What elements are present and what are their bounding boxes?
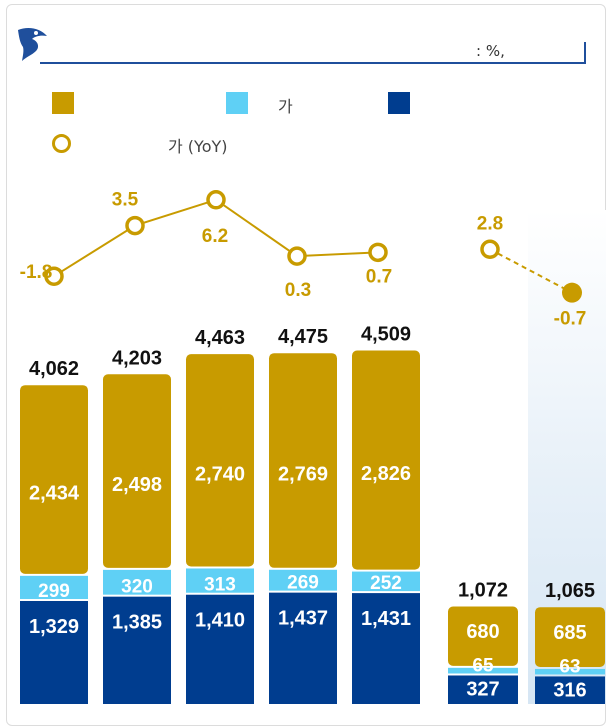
total-label: 4,062 (29, 358, 79, 380)
bar-segment-middle (186, 568, 254, 593)
value-label-top: 2,498 (112, 474, 162, 496)
legend-circle-marker (52, 134, 71, 153)
bar-segment-bottom (269, 592, 337, 704)
value-label-middle: 320 (121, 577, 153, 598)
bar-segment-top (186, 354, 254, 567)
value-label-top: 2,826 (361, 463, 411, 485)
brand-logo-icon (18, 28, 47, 61)
value-label-middle: 63 (559, 656, 580, 677)
value-label-bottom: 1,329 (29, 616, 79, 638)
yoy-value-label: 2.8 (477, 213, 503, 234)
value-label-bottom: 1,431 (361, 608, 411, 630)
bar-segment-bottom (103, 596, 171, 704)
bar-segment-middle (103, 569, 171, 595)
yoy-value-label: -1.8 (20, 262, 53, 283)
value-label-bottom: 1,385 (112, 612, 162, 634)
yoy-point-annual (287, 246, 307, 266)
value-label-middle: 65 (472, 655, 494, 676)
legend-label-4: 가 (YoY) (168, 137, 228, 156)
total-label: 1,072 (458, 580, 508, 602)
value-label-middle: 299 (38, 581, 70, 602)
yoy-point-annual (125, 215, 145, 236)
value-label-bottom: 316 (553, 679, 586, 701)
bar-segment-top (535, 607, 605, 667)
yoy-line-quarterly (489, 248, 573, 294)
legend-swatch-3 (388, 92, 410, 114)
bar-segment-middle (535, 668, 605, 675)
bar-segment-middle (269, 569, 337, 591)
bar-segment-bottom (535, 676, 605, 704)
value-label-middle: 313 (204, 575, 236, 596)
value-label-bottom: 327 (466, 678, 499, 700)
bar-segment-top (20, 385, 88, 574)
yoy-point-quarterly-forecast (562, 282, 582, 303)
bar-segment-top (269, 353, 337, 568)
yoy-value-label: 0.7 (366, 266, 392, 287)
legend-swatch-2 (226, 92, 248, 114)
yoy-point-quarterly (480, 239, 500, 260)
bar-segment-middle (20, 575, 88, 600)
bar-segment-top (352, 350, 420, 570)
bar-segment-bottom (448, 675, 518, 704)
bar-segment-top (103, 374, 171, 568)
bar-segment-bottom (186, 594, 254, 704)
value-label-bottom: 1,437 (278, 608, 328, 630)
bar-segment-middle (448, 667, 518, 674)
bar-segment-bottom (352, 593, 420, 704)
bar-segment-bottom (20, 601, 88, 704)
legend-swatch-1 (52, 92, 74, 114)
value-label-top: 685 (553, 622, 586, 644)
chart-canvas: 1,329 299 2,434 4,062 1,385 320 2,498 4,203 1,41… (20, 190, 605, 704)
value-label-top: 2,740 (195, 463, 245, 485)
yoy-value-label: 0.3 (285, 280, 311, 301)
unit-label: : %, (476, 42, 505, 60)
yoy-value-label: 6.2 (202, 226, 228, 247)
value-label-top: 680 (466, 621, 499, 643)
total-label: 4,509 (361, 324, 411, 346)
bar-segment-middle (352, 571, 420, 592)
total-label: 4,475 (278, 326, 328, 348)
yoy-value-label: 3.5 (112, 190, 139, 211)
total-label: 4,463 (195, 327, 245, 349)
total-label: 1,065 (545, 580, 595, 602)
yoy-point-annual (368, 242, 388, 263)
value-label-top: 2,769 (278, 463, 328, 485)
yoy-point-annual (44, 266, 64, 286)
bar-segment-top (448, 606, 518, 666)
value-label-top: 2,434 (29, 483, 80, 505)
value-label-middle: 269 (287, 573, 319, 594)
value-label-middle: 252 (370, 573, 402, 594)
total-label: 4,203 (112, 347, 162, 369)
yoy-point-annual (206, 190, 226, 210)
title-tick (584, 42, 586, 64)
value-label-bottom: 1,410 (195, 610, 245, 632)
yoy-value-label: -0.7 (554, 309, 587, 330)
title-rule (40, 62, 586, 64)
legend-label-2: 가 (278, 97, 293, 116)
